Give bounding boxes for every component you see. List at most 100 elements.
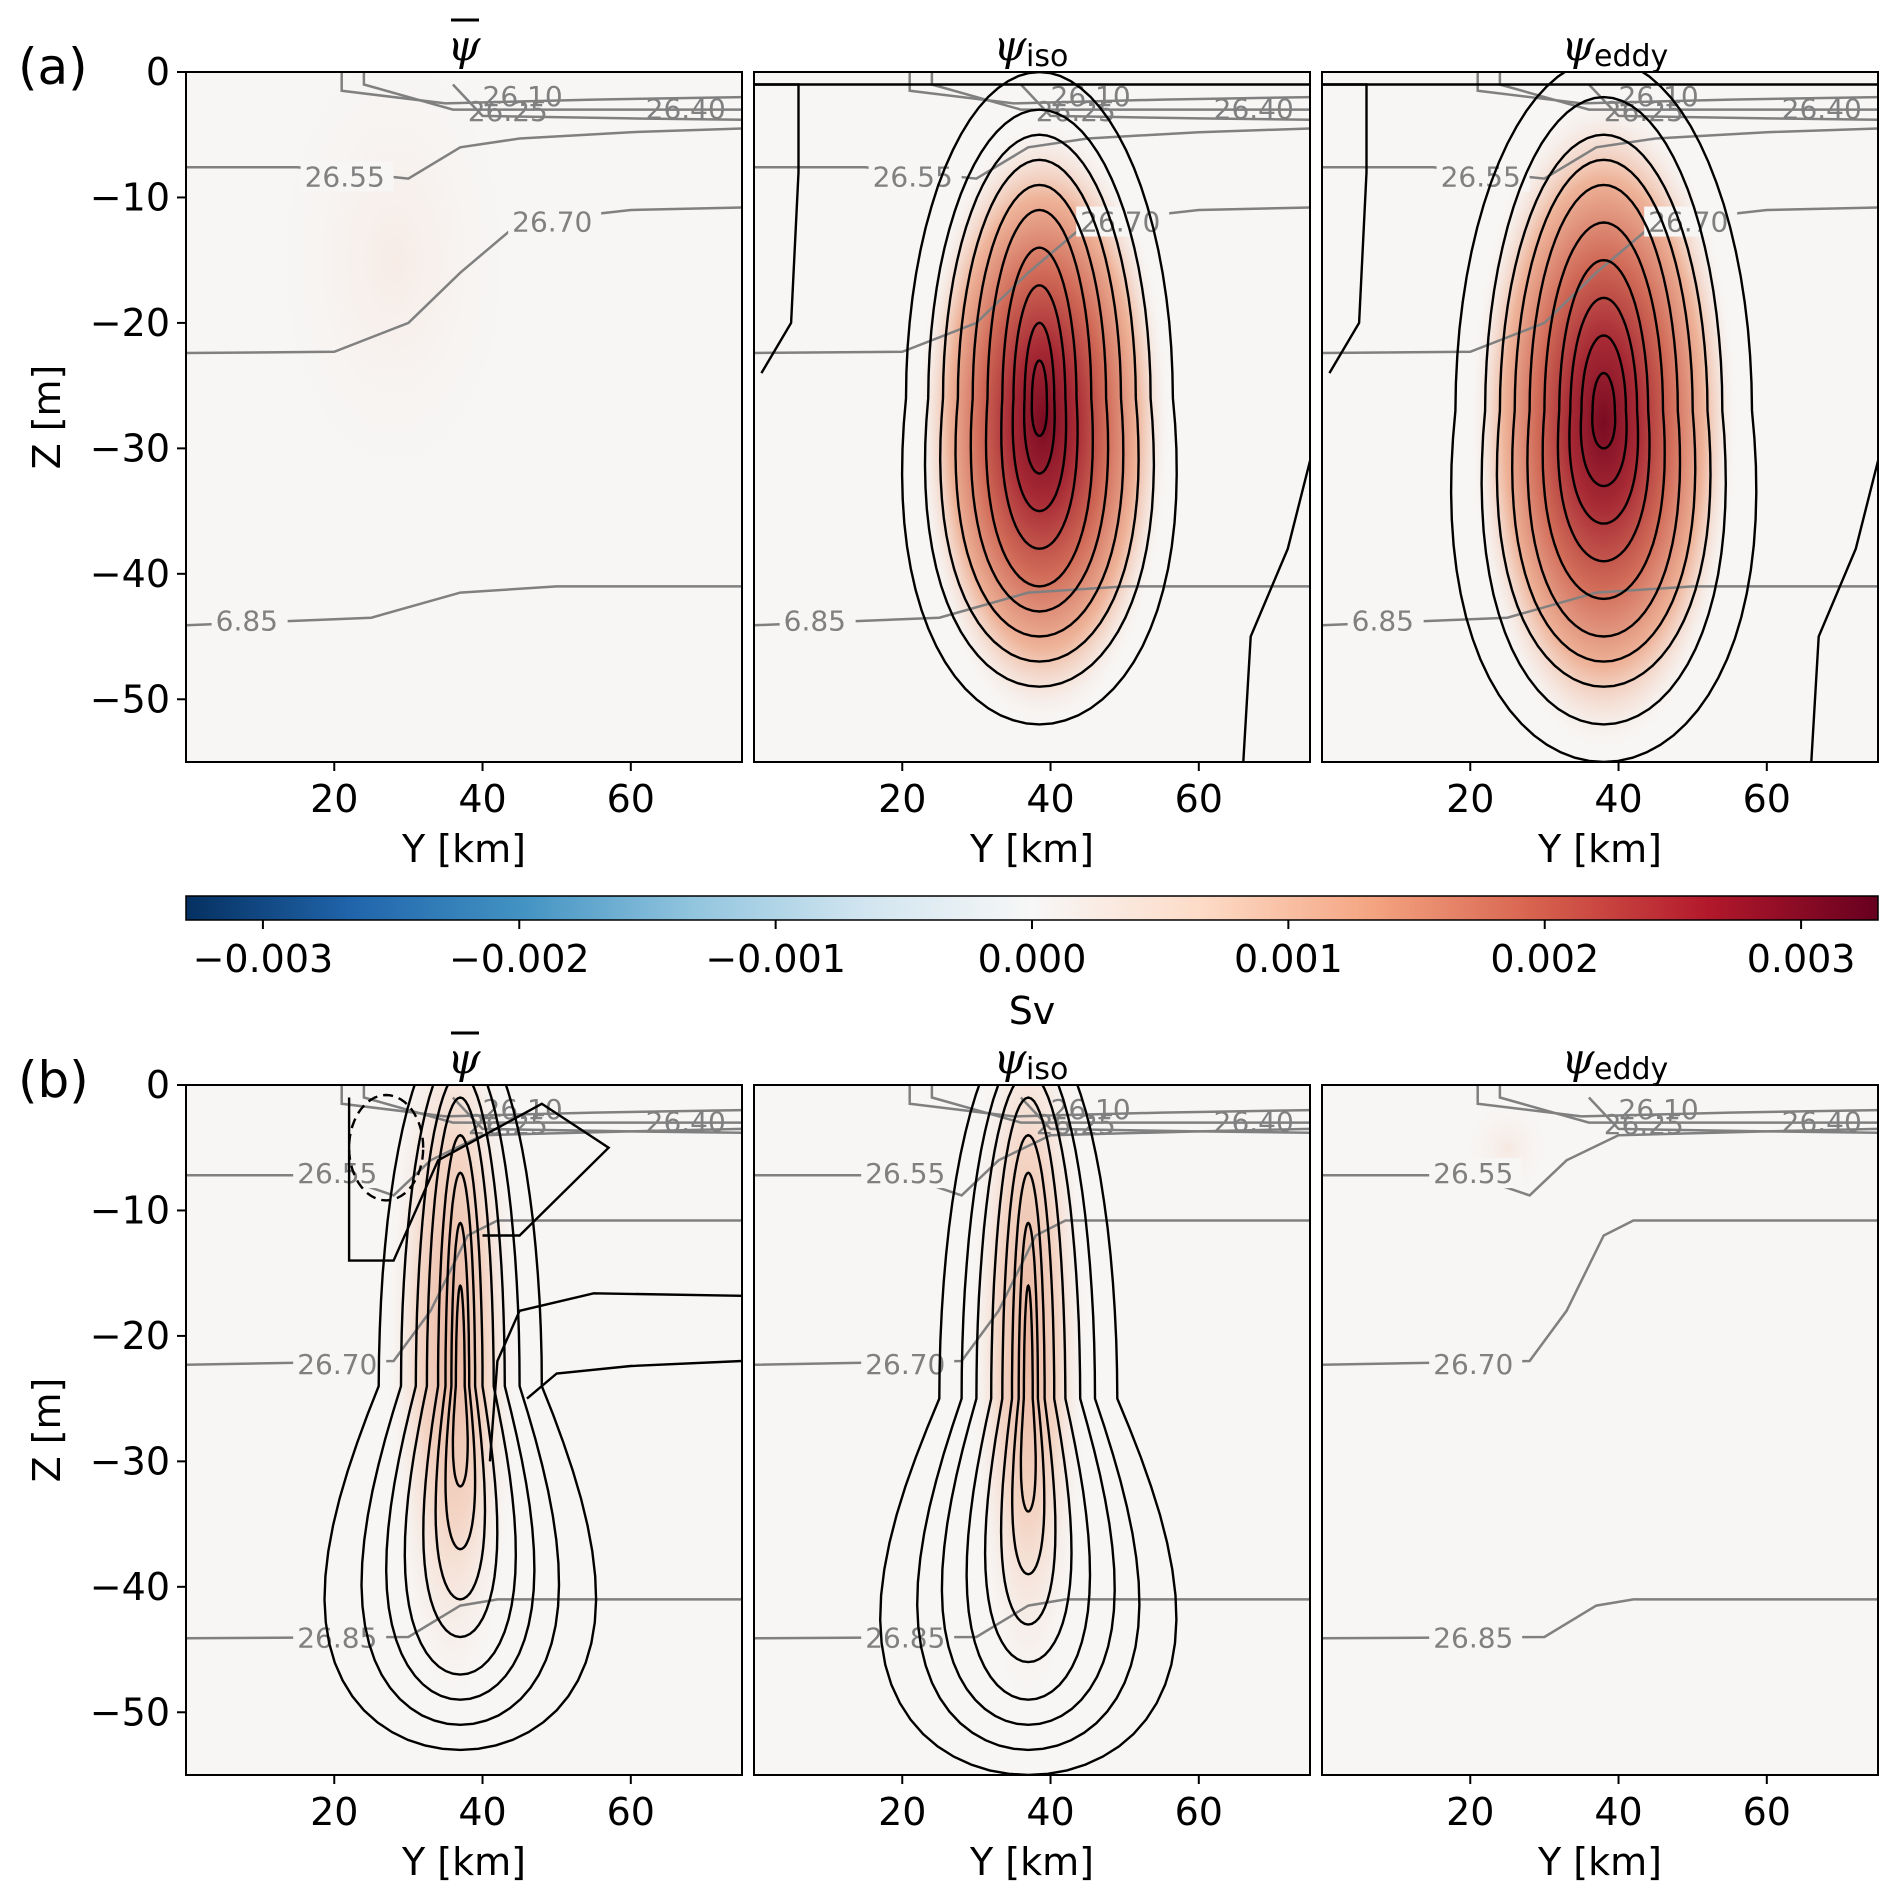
streamfunction-contour [403,1096,518,1676]
y-tick-label: −50 [90,677,170,721]
axes-frame [1321,1084,1879,1776]
isopycnal-line [186,127,742,180]
panel-letter: (b) [18,1051,89,1109]
isopycnal-label-bg [508,206,602,237]
isopycnal-line [1476,1085,1878,1118]
isopycnal-label: 26.40 [1782,93,1862,126]
isopycnal-label: 26.55 [305,160,385,193]
y-tick-label: 0 [146,50,170,94]
zero-contour [1810,460,1878,762]
field-fill [917,122,1170,725]
streamfunction-contour [488,1292,742,1462]
streamfunction-contour [444,1221,477,1551]
isopycnal-line [930,1085,1310,1124]
isopycnal-line [451,1096,742,1134]
x-tick-label: 60 [1743,1790,1791,1834]
streamfunction-contour [526,1359,742,1400]
panel-title-subscript: eddy [1594,1052,1668,1087]
x-tick-label: 40 [1594,1790,1642,1834]
panel-letter: (a) [18,38,88,96]
panel-title-symbol: ψ [1562,21,1596,70]
streamfunction-contour [923,108,1156,688]
x-tick-label: 40 [458,1790,506,1834]
isopycnal-label: 26.40 [646,1106,726,1139]
y-tick-label: −50 [90,1690,170,1734]
axes-frame [753,71,1311,763]
isopycnal-label: 26.55 [865,1157,945,1190]
x-axis-label: Y [km] [401,1840,526,1883]
panel-title-symbol: ψ [994,21,1028,70]
x-tick-label: 20 [878,777,926,821]
colorbar-label: Sv [1009,989,1056,1033]
y-tick-label: −20 [90,301,170,345]
streamfunction-contour [1030,359,1049,438]
y-tick-label: −40 [90,552,170,596]
x-axis-label: Y [km] [1537,827,1662,871]
isopycnal-label: 26.25 [1604,1108,1684,1141]
x-axis-label: Y [km] [1537,1840,1662,1883]
colorbar-tick-label: 0.001 [1234,937,1343,981]
panel-title-subscript: eddy [1594,39,1668,74]
x-axis-label: Y [km] [969,1840,1094,1883]
panel-title-subscript: iso [1026,1052,1068,1087]
x-tick-label: 20 [878,1790,926,1834]
isopycnal-label: 26.55 [1441,160,1521,193]
isopycnal-label: 26.10 [1619,1093,1699,1126]
isopycnal-line [1322,127,1878,180]
isopycnal-label: 26.85 [865,1621,945,1654]
isopycnal-label: 26.10 [483,80,563,113]
isopycnal-label: 26.70 [865,1348,945,1381]
x-tick-label: 60 [607,1790,655,1834]
colorbar-tick-label: −0.002 [449,937,590,981]
isopycnal-label: 26.40 [1782,1106,1862,1139]
isopycnal-line [362,72,742,111]
y-tick-label: 0 [146,1063,170,1107]
x-tick-label: 20 [1446,777,1494,821]
streamfunction-contour [422,1133,499,1639]
x-tick-label: 40 [1594,777,1642,821]
streamfunction-contour [1495,133,1712,688]
y-tick-label: −40 [90,1565,170,1609]
isopycnal-label: 26.55 [1433,1157,1513,1190]
panel-title-subscript: iso [1026,39,1068,74]
streamfunction-contour [1591,371,1617,450]
streamfunction-contour [983,1133,1073,1664]
isopycnal-line [1019,83,1310,121]
isopycnal-label-bg [293,1158,387,1189]
streamfunction-contour [900,72,1178,726]
streamfunction-contour [1023,321,1056,475]
x-tick-label: 20 [1446,1790,1494,1834]
y-tick-label: −20 [90,1314,170,1358]
isopycnal-label: 6.85 [784,604,846,637]
streamfunction-contour [1019,1283,1037,1513]
streamfunction-contour [1510,158,1697,663]
isopycnal-line [451,83,742,121]
streamfunction-contour [999,1171,1057,1626]
isopycnal-label: 6.85 [216,604,278,637]
isopycnal-line [754,585,1310,627]
field-fill [386,1085,520,1713]
axes-frame [185,71,743,763]
isopycnal-label: 26.85 [1433,1621,1513,1654]
streamfunction-contour [915,1085,1141,1752]
panel-title-symbol: ψ [1562,1034,1596,1083]
y-tick-label: −10 [90,1188,170,1232]
isopycnal-line [930,72,1310,111]
y-tick-label: −30 [90,1439,170,1483]
isopycnal-line [1587,83,1878,121]
streamfunction-contour [434,1171,487,1601]
isopycnal-line [186,585,742,627]
streamfunction-contour [384,1085,536,1701]
isopycnal-label-bg [861,1622,955,1653]
y-tick-label: −10 [90,175,170,219]
isopycnal-line [340,1085,742,1118]
streamfunction-contour [1579,334,1628,488]
y-tick-label: −30 [90,426,170,470]
isopycnal-label: 26.40 [1214,93,1294,126]
isopycnal-label: 26.25 [1036,1108,1116,1141]
isopycnal-line [340,72,742,105]
